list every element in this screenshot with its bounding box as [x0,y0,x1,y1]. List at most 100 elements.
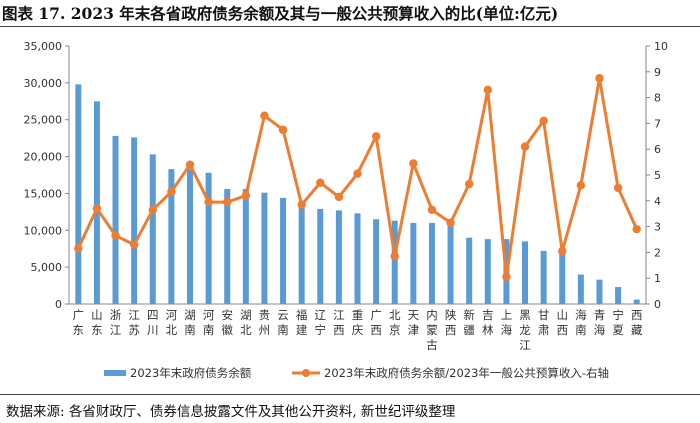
line-point [204,197,213,207]
x-axis-label-char: 山 [556,308,568,322]
bar [280,197,287,304]
line-point [167,187,176,196]
x-axis-label: 陕西 [445,308,457,337]
x-axis-label: 福建 [296,308,308,337]
bar [633,299,640,304]
line-point [316,178,325,187]
title-rule [0,26,700,27]
line-point [483,85,492,95]
line-point [464,179,474,189]
x-axis-label-char: 黑 [519,308,531,322]
line-point [260,111,269,120]
x-axis-label-char: 浙 [110,308,122,322]
line-point [92,204,102,213]
bar [335,210,342,304]
x-axis-label-char: 徽 [221,323,233,337]
x-axis-label-char: 福 [296,308,308,322]
line-series [74,74,641,282]
x-axis-label-char: 古 [426,338,438,352]
line-point [502,272,511,282]
x-axis-label-char: 蒙 [426,323,438,337]
bar [131,137,138,304]
bar-series [75,84,640,305]
x-axis-label-char: 广 [73,308,85,322]
bar [373,219,380,304]
x-axis-label-char: 广 [370,308,382,322]
x-axis-label-char: 藏 [631,323,643,337]
x-axis-label-char: 河 [166,308,178,322]
bar [559,253,566,304]
x-axis-label: 湖北 [240,308,252,337]
chart-legend: 2023年末政府债务余额 2023年末政府债务余额/2023年一般公共预算收入-… [104,366,609,380]
line-point [427,205,437,215]
bar [354,213,361,304]
x-axis-label-char: 南 [277,323,289,337]
legend-bar-swatch [104,370,126,376]
line-point [148,205,157,215]
line-point [409,159,418,168]
bar [317,208,324,304]
line-point [539,116,548,126]
bar [75,84,82,305]
bar [298,205,305,304]
x-axis-label-char: 湖 [240,308,252,322]
bar [615,287,622,304]
x-axis-label: 广西 [370,308,382,337]
x-axis-label-char: 贵 [259,308,271,322]
x-axis-label: 河北 [166,308,178,337]
x-axis-label-char: 辽 [315,308,327,322]
x-axis-label-char: 津 [408,323,420,337]
left-axis-tick-label: 20,000 [24,151,63,164]
x-axis-label-char: 北 [166,323,178,337]
x-axis-label: 宁夏 [612,308,624,337]
left-axis-tick-label: 30,000 [24,77,63,90]
left-axis-tick-label: 15,000 [24,187,63,200]
bar [149,154,156,304]
right-axis-tick-label: 1 [654,272,661,285]
x-axis-label-char: 建 [296,323,308,337]
line-point [353,169,362,178]
x-axis-label-char: 南 [184,323,196,337]
chart-axes: 0 5,000 10,000 15,000 20,000 25,000 30,000 35,0… [24,40,669,311]
x-axis-label-char: 西 [556,323,568,337]
x-axis-label-char: 重 [352,308,364,322]
right-axis-tick-label: 7 [654,117,661,130]
x-axis-label-char: 西 [333,323,345,337]
right-axis-tick-label: 3 [654,221,661,234]
x-axis-label-char: 西 [445,323,457,337]
x-axis-label-char: 京 [389,323,401,337]
x-axis-label: 内蒙古 [426,308,438,352]
x-axis-label-char: 安 [221,308,233,322]
x-axis-label-char: 川 [147,323,159,337]
x-axis-label: 湖南 [184,308,196,337]
x-axis-label-char: 南 [203,323,215,337]
x-axis-label-char: 北 [389,308,401,322]
x-axis-label-char: 陕 [445,308,457,322]
x-axis-label-char: 江 [110,323,122,337]
x-axis-label-char: 苏 [128,323,140,337]
x-axis-label-char: 林 [482,323,494,337]
x-axis-label-char: 龙 [519,323,531,337]
right-axis-tick-label: 9 [654,66,661,79]
bar [261,192,268,304]
x-axis-label: 浙江 [110,308,122,337]
x-axis-label: 广东 [73,308,85,337]
bar [205,172,212,304]
x-axis-label-char: 肃 [538,323,550,337]
line-point [223,197,232,207]
left-axis-tick-label: 0 [55,298,62,311]
left-axis-tick-label: 35,000 [24,40,63,53]
x-axis-label: 海南 [575,308,587,337]
x-axis-label-char: 东 [73,323,85,337]
line-point [334,192,344,202]
x-axis-label: 黑龙江 [519,308,531,352]
x-axis-label: 重庆 [352,308,364,337]
right-axis-tick-label: 6 [654,143,661,156]
x-axis-label: 河南 [203,308,215,337]
right-axis-tick-label: 5 [654,169,661,182]
x-axis-label-char: 青 [594,308,606,322]
x-axis-label-char: 江 [519,338,531,352]
bar [410,222,417,304]
x-axis-label-char: 北 [240,323,252,337]
x-axis-label-char: 江 [333,308,345,322]
